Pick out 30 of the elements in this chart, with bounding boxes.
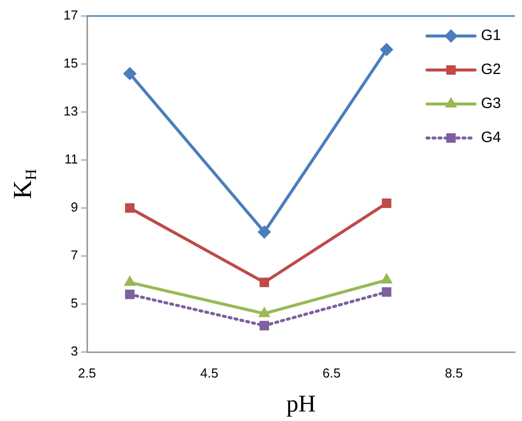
- point: [124, 276, 136, 286]
- x-tick-label: 4.5: [200, 365, 218, 380]
- legend-label: G2: [481, 61, 502, 78]
- y-tick-label: 17: [64, 8, 78, 23]
- legend-label: G3: [481, 95, 502, 112]
- y-axis-title: KH: [8, 168, 40, 200]
- point: [125, 290, 135, 300]
- legend-label: G1: [481, 27, 502, 44]
- x-tick-label: 2.5: [78, 365, 96, 380]
- point: [258, 307, 270, 318]
- point: [258, 226, 271, 238]
- y-tick-label: 7: [70, 248, 78, 263]
- y-tick-label: 15: [64, 56, 78, 71]
- point: [125, 203, 135, 213]
- point: [123, 67, 136, 80]
- y-tick-label: 5: [70, 296, 78, 311]
- point: [382, 287, 392, 297]
- y-tick-label: 9: [70, 200, 78, 215]
- point: [380, 43, 394, 56]
- y-tick-label: 11: [64, 152, 78, 167]
- legend-label: G4: [481, 129, 502, 146]
- x-tick-label: 6.5: [322, 365, 341, 380]
- x-tick-label: 8.5: [444, 365, 463, 380]
- y-tick-label: 13: [64, 104, 78, 119]
- point: [260, 278, 270, 288]
- point: [260, 320, 270, 330]
- y-tick-label: 3: [70, 344, 78, 359]
- point: [382, 198, 392, 208]
- point: [380, 274, 392, 284]
- x-axis-title: pH: [286, 391, 316, 418]
